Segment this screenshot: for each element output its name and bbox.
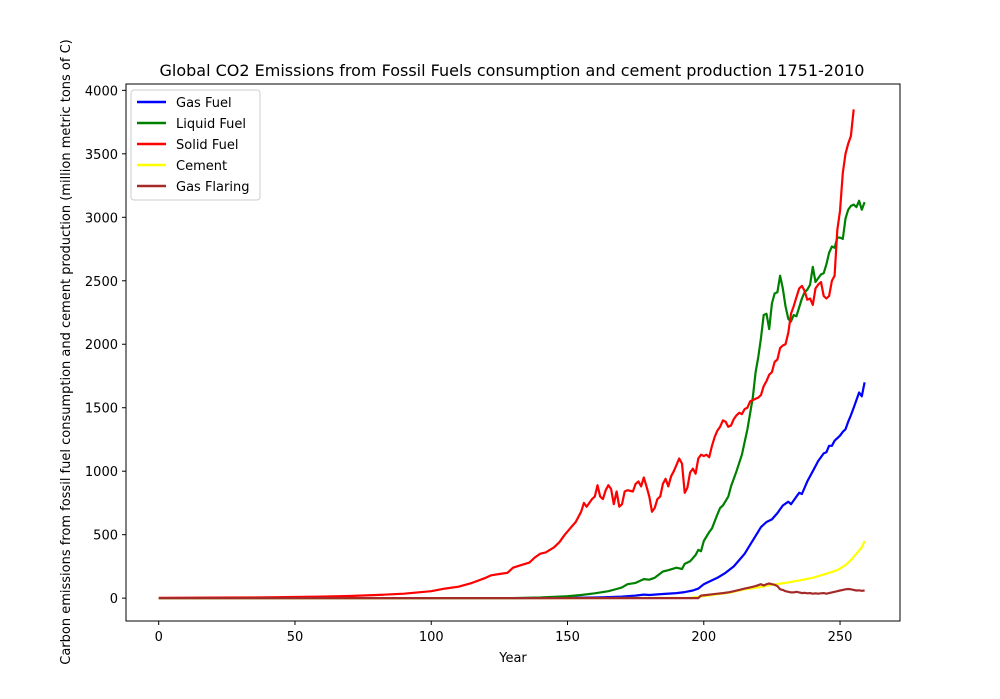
series-line-liquid-fuel: [158, 199, 866, 600]
y-axis-ticks: 0 500 1000 1500 2000 2500 3000 3500 4000: [85, 84, 126, 607]
series-line-solid-fuel: [158, 109, 855, 599]
legend-label: Gas Flaring: [176, 180, 249, 195]
x-tick-label: 100: [419, 630, 444, 645]
plot-area: [125, 83, 901, 622]
y-tick-label: 2000: [85, 338, 118, 353]
y-tick-label: 4000: [85, 84, 118, 99]
x-tick-label: 0: [155, 630, 163, 645]
y-tick-label: 3500: [85, 148, 118, 163]
series-line-gas-fuel: [158, 382, 866, 600]
x-axis-label: Year: [498, 651, 527, 666]
y-tick-label: 500: [93, 529, 118, 544]
x-tick-label: 50: [287, 630, 304, 645]
y-axis-label: Carbon emissions from fossil fuel consum…: [59, 39, 74, 665]
x-tick-label: 200: [691, 630, 716, 645]
y-tick-label: 2500: [85, 275, 118, 290]
series-line-gas-flaring: [158, 582, 865, 600]
y-tick-label: 3000: [85, 211, 118, 226]
axes-frame: [125, 83, 901, 622]
y-tick-label: 0: [110, 592, 118, 607]
x-tick-label: 250: [828, 630, 853, 645]
chart-title: Global CO2 Emissions from Fossil Fuels c…: [160, 61, 865, 80]
legend-label: Gas Fuel: [176, 96, 232, 111]
x-tick-label: 150: [555, 630, 580, 645]
legend-entries: Gas Fuel Liquid Fuel Solid Fuel Cement Gas F…: [137, 96, 249, 195]
y-tick-label: 1500: [85, 402, 118, 417]
x-axis-ticks: 0 50 100 150 200 250: [155, 621, 853, 645]
y-tick-label: 1000: [85, 465, 118, 480]
legend-label: Solid Fuel: [176, 138, 238, 153]
legend: Gas Fuel Liquid Fuel Solid Fuel Cement Gas F…: [130, 89, 261, 201]
legend-label: Liquid Fuel: [176, 117, 246, 132]
legend-box: [130, 89, 261, 201]
series-lines: [158, 109, 866, 600]
legend-label: Cement: [176, 159, 227, 174]
